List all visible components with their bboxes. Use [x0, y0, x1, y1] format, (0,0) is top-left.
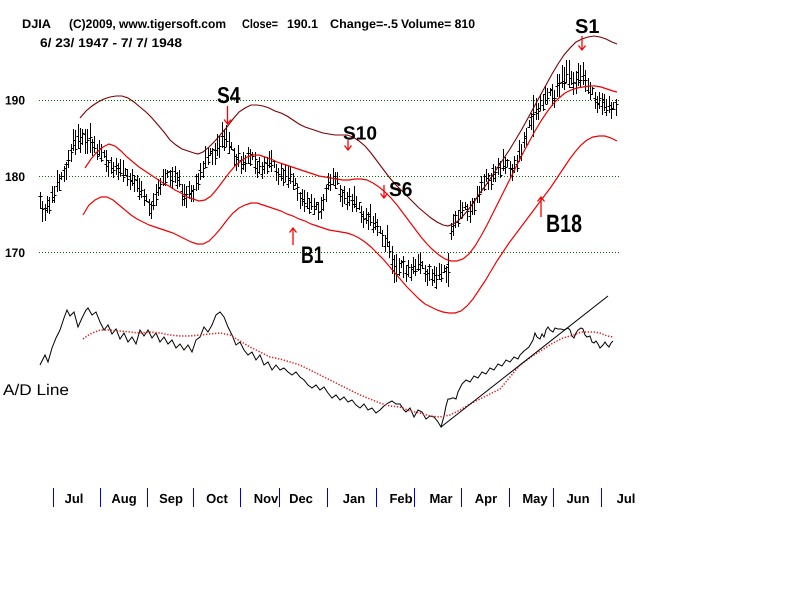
svg-text:190: 190 — [5, 94, 25, 108]
svg-text:Feb: Feb — [389, 491, 412, 506]
svg-text:May: May — [522, 491, 548, 506]
svg-text:Aug: Aug — [111, 491, 136, 506]
svg-text:6/ 23/ 1947 - 7/ 7/ 1948: 6/ 23/ 1947 - 7/ 7/ 1948 — [40, 36, 182, 50]
svg-text:S6: S6 — [389, 179, 413, 201]
svg-text:Sep: Sep — [159, 491, 183, 506]
svg-text:(C)2009, www.tigersoft.com: (C)2009, www.tigersoft.com — [69, 17, 226, 31]
svg-text:Jan: Jan — [343, 491, 365, 506]
svg-text:Change=-.5: Change=-.5 — [330, 17, 398, 31]
svg-text:170: 170 — [5, 246, 25, 260]
svg-text:Apr: Apr — [475, 491, 497, 506]
svg-text:S10: S10 — [343, 124, 377, 145]
svg-text:Mar: Mar — [429, 491, 452, 506]
svg-text:Close=: Close= — [242, 17, 278, 31]
svg-text:Jun: Jun — [566, 491, 589, 506]
svg-text:S1: S1 — [575, 16, 600, 38]
svg-text:B1: B1 — [301, 242, 324, 269]
svg-text:Nov: Nov — [254, 491, 279, 506]
svg-text:Dec: Dec — [289, 491, 313, 506]
svg-text:B18: B18 — [546, 210, 582, 238]
svg-text:190.1: 190.1 — [287, 17, 318, 31]
svg-text:Jul: Jul — [617, 491, 636, 506]
svg-text:DJIA: DJIA — [22, 17, 51, 31]
svg-text:180: 180 — [5, 170, 25, 184]
svg-text:S4: S4 — [217, 82, 241, 108]
svg-text:A/D Line: A/D Line — [3, 382, 69, 399]
svg-text:Oct: Oct — [206, 491, 228, 506]
svg-text:Volume= 810: Volume= 810 — [401, 17, 475, 31]
svg-text:Jul: Jul — [65, 491, 84, 506]
